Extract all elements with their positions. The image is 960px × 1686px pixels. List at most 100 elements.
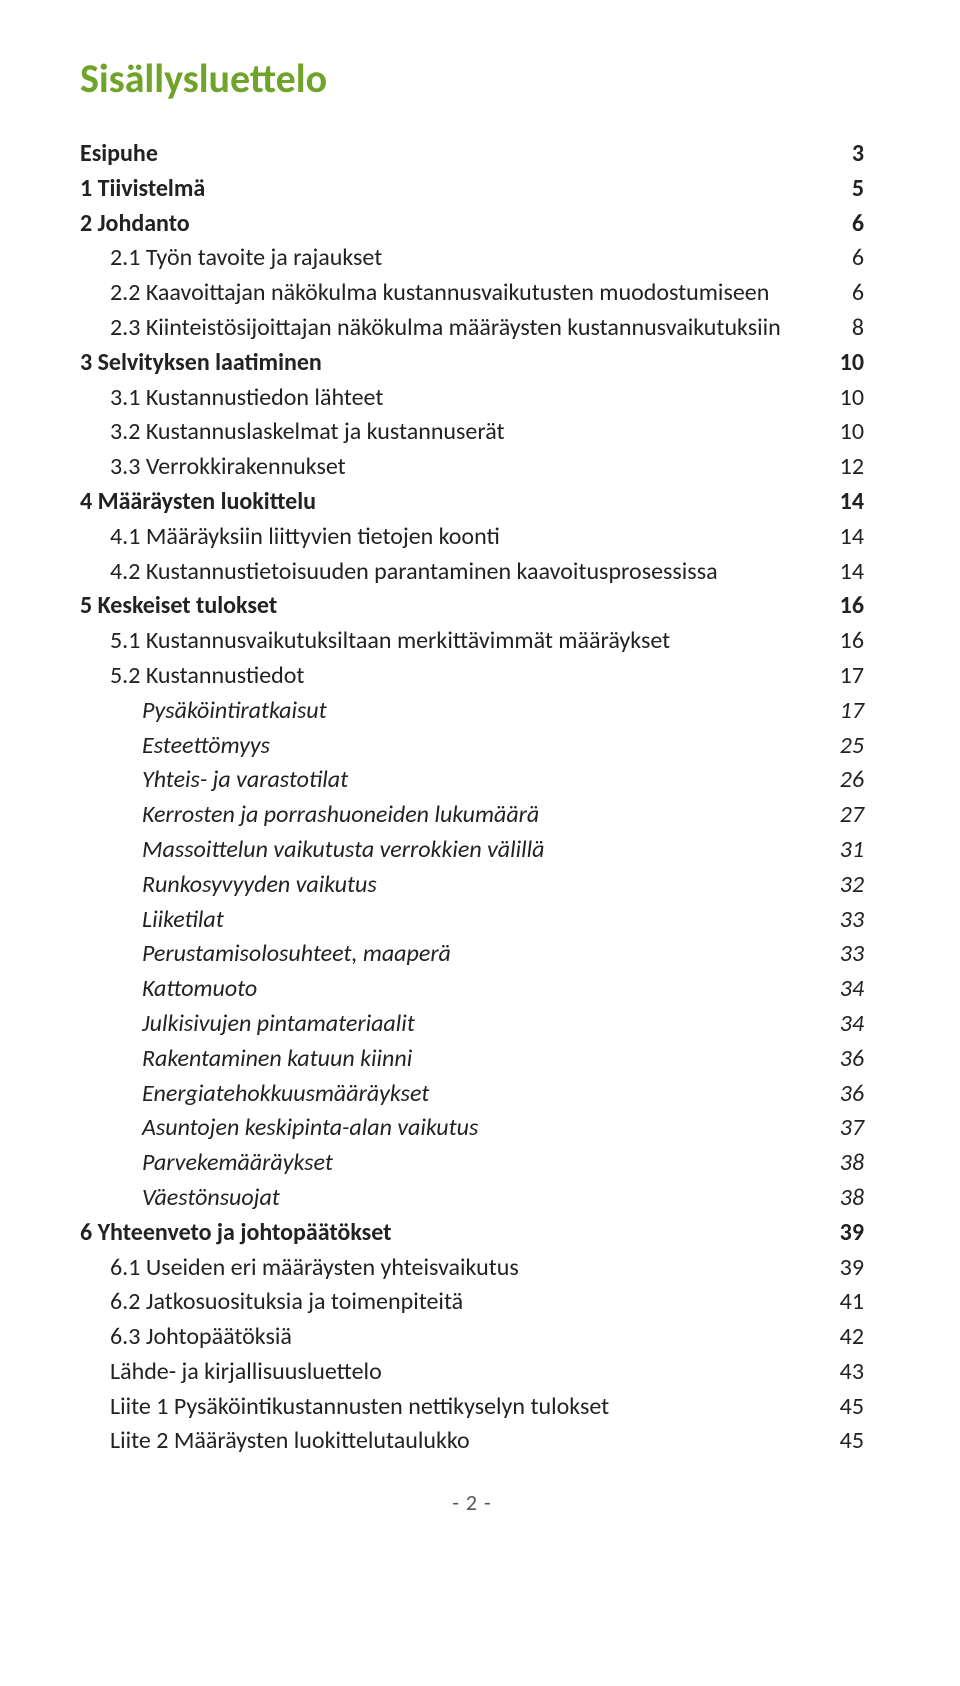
document-page: Sisällysluettelo Esipuhe31 Tiivistelmä52… [0, 0, 960, 1552]
toc-entry-label: 6.3 Johtopäätöksiä [110, 1320, 292, 1355]
toc-entry-label: 3 Selvityksen laatiminen [80, 346, 322, 381]
toc-entry-page: 37 [840, 1111, 864, 1146]
toc-entry-label: Esteettömyys [142, 729, 270, 764]
toc-entry-label: Rakentaminen katuun kiinni [142, 1042, 412, 1077]
toc-entry: Kattomuoto 34 [80, 972, 864, 1007]
toc-entry-label: 3.2 Kustannuslaskelmat ja kustannuserät [110, 415, 505, 450]
toc-entry: 6.1 Useiden eri määräysten yhteisvaikutu… [80, 1251, 864, 1286]
toc-entry-page: 43 [840, 1355, 864, 1390]
toc-entry-page: 41 [840, 1285, 864, 1320]
toc-entry-label: Lähde- ja kirjallisuusluettelo [110, 1355, 382, 1390]
toc-entry-page: 6 [852, 207, 864, 242]
toc-entry-label: 3.3 Verrokkirakennukset [110, 450, 346, 485]
toc-entry: Liite 2 Määräysten luokittelutaulukko 45 [80, 1424, 864, 1459]
toc-entry-page: 17 [840, 659, 864, 694]
toc-entry-page: 31 [840, 833, 864, 868]
toc-entry-page: 45 [840, 1424, 864, 1459]
toc-entry-label: 4.1 Määräyksiin liittyvien tietojen koon… [110, 520, 500, 555]
toc-entry-label: Liite 2 Määräysten luokittelutaulukko [110, 1424, 470, 1459]
toc-entry: 2.1 Työn tavoite ja rajaukset6 [80, 241, 864, 276]
toc-entry-page: 36 [840, 1077, 864, 1112]
toc-entry: Runkosyvyyden vaikutus 32 [80, 868, 864, 903]
toc-entry-page: 39 [840, 1251, 864, 1286]
toc-entry-page: 39 [840, 1216, 864, 1251]
toc-entry-label: 6 Yhteenveto ja johtopäätökset [80, 1216, 391, 1251]
toc-entry-label: 2.3 Kiinteistösijoittajan näkökulma määr… [110, 311, 781, 346]
toc-entry-page: 17 [840, 694, 864, 729]
toc-entry: 2 Johdanto 6 [80, 207, 864, 242]
toc-entry-label: 6.1 Useiden eri määräysten yhteisvaikutu… [110, 1251, 519, 1286]
toc-entry-label: Väestönsuojat [142, 1181, 280, 1216]
toc-entry-page: 16 [840, 624, 864, 659]
toc-entry: 4.2 Kustannustietoisuuden parantaminen k… [80, 555, 864, 590]
page-title: Sisällysluettelo [80, 54, 864, 103]
toc-entry-page: 14 [840, 555, 864, 590]
toc-entry-label: 5.1 Kustannusvaikutuksiltaan merkittävim… [110, 624, 670, 659]
toc-entry-label: Kerrosten ja porrashuoneiden lukumäärä [142, 798, 539, 833]
toc-entry-page: 33 [840, 903, 864, 938]
toc-entry-label: Massoittelun vaikutusta verrokkien välil… [142, 833, 545, 868]
toc-entry: 5.2 Kustannustiedot 17 [80, 659, 864, 694]
toc-entry-label: 1 Tiivistelmä [80, 172, 205, 207]
table-of-contents: Esipuhe 3 1 Tiivistelmä 5 2 Johdanto 62.1 Työ… [80, 137, 864, 1459]
toc-entry-label: Runkosyvyyden vaikutus [142, 868, 377, 903]
toc-entry: Pysäköintiratkaisut 17 [80, 694, 864, 729]
toc-entry: 3.2 Kustannuslaskelmat ja kustannuserät 1… [80, 415, 864, 450]
toc-entry: 4 Määräysten luokittelu14 [80, 485, 864, 520]
toc-entry-page: 14 [840, 520, 864, 555]
toc-entry-label: Liite 1 Pysäköintikustannusten nettikyse… [110, 1390, 609, 1425]
toc-entry: 6.3 Johtopäätöksiä 42 [80, 1320, 864, 1355]
toc-entry-label: Liiketilat [142, 903, 224, 938]
toc-entry-page: 16 [840, 589, 864, 624]
toc-entry-page: 3 [852, 137, 864, 172]
toc-entry-label: 2.2 Kaavoittajan näkökulma kustannusvaik… [110, 276, 769, 311]
toc-entry-page: 8 [852, 311, 864, 346]
page-footer: - 2 - [80, 1489, 864, 1516]
toc-entry: 2.3 Kiinteistösijoittajan näkökulma määr… [80, 311, 864, 346]
toc-entry: 3.3 Verrokkirakennukset 12 [80, 450, 864, 485]
toc-entry: Rakentaminen katuun kiinni36 [80, 1042, 864, 1077]
toc-entry-label: Asuntojen keskipinta-alan vaikutus [142, 1111, 478, 1146]
toc-entry: Lähde- ja kirjallisuusluettelo 43 [80, 1355, 864, 1390]
toc-entry-label: 6.2 Jatkosuosituksia ja toimenpiteitä [110, 1285, 463, 1320]
toc-entry-label: 4.2 Kustannustietoisuuden parantaminen k… [110, 555, 718, 590]
toc-entry: Esteettömyys25 [80, 729, 864, 764]
toc-entry-page: 38 [840, 1181, 864, 1216]
toc-entry-page: 33 [840, 937, 864, 972]
toc-entry: Esipuhe 3 [80, 137, 864, 172]
toc-entry-label: 3.1 Kustannustiedon lähteet [110, 381, 383, 416]
toc-entry: 2.2 Kaavoittajan näkökulma kustannusvaik… [80, 276, 864, 311]
toc-entry: Yhteis- ja varastotilat 26 [80, 763, 864, 798]
toc-entry: Liite 1 Pysäköintikustannusten nettikyse… [80, 1390, 864, 1425]
toc-entry-label: Yhteis- ja varastotilat [142, 763, 348, 798]
toc-entry: 4.1 Määräyksiin liittyvien tietojen koon… [80, 520, 864, 555]
toc-entry-page: 32 [840, 868, 864, 903]
toc-entry: Julkisivujen pintamateriaalit 34 [80, 1007, 864, 1042]
toc-entry-page: 26 [840, 763, 864, 798]
toc-entry-page: 10 [840, 415, 864, 450]
toc-entry: 3.1 Kustannustiedon lähteet10 [80, 381, 864, 416]
toc-entry: 6.2 Jatkosuosituksia ja toimenpiteitä 41 [80, 1285, 864, 1320]
toc-entry-page: 38 [840, 1146, 864, 1181]
toc-entry: Asuntojen keskipinta-alan vaikutus 37 [80, 1111, 864, 1146]
toc-entry-label: Esipuhe [80, 137, 158, 172]
toc-entry-page: 5 [852, 172, 864, 207]
toc-entry-page: 34 [840, 1007, 864, 1042]
toc-entry: Massoittelun vaikutusta verrokkien välil… [80, 833, 864, 868]
toc-entry-label: 2 Johdanto [80, 207, 190, 242]
toc-entry-label: 5.2 Kustannustiedot [110, 659, 304, 694]
toc-entry: 3 Selvityksen laatiminen10 [80, 346, 864, 381]
toc-entry-label: Energiatehokkuusmääräykset [142, 1077, 429, 1112]
toc-entry-label: Kattomuoto [142, 972, 257, 1007]
toc-entry: 5 Keskeiset tulokset16 [80, 589, 864, 624]
toc-entry-label: Julkisivujen pintamateriaalit [142, 1007, 415, 1042]
toc-entry-page: 34 [840, 972, 864, 1007]
toc-entry-page: 42 [840, 1320, 864, 1355]
toc-entry-page: 12 [840, 450, 864, 485]
toc-entry-page: 6 [852, 241, 864, 276]
toc-entry-label: Parvekemääräykset [142, 1146, 333, 1181]
toc-entry-page: 27 [840, 798, 864, 833]
toc-entry-label: Pysäköintiratkaisut [142, 694, 327, 729]
toc-entry: 1 Tiivistelmä 5 [80, 172, 864, 207]
toc-entry-page: 6 [852, 276, 864, 311]
